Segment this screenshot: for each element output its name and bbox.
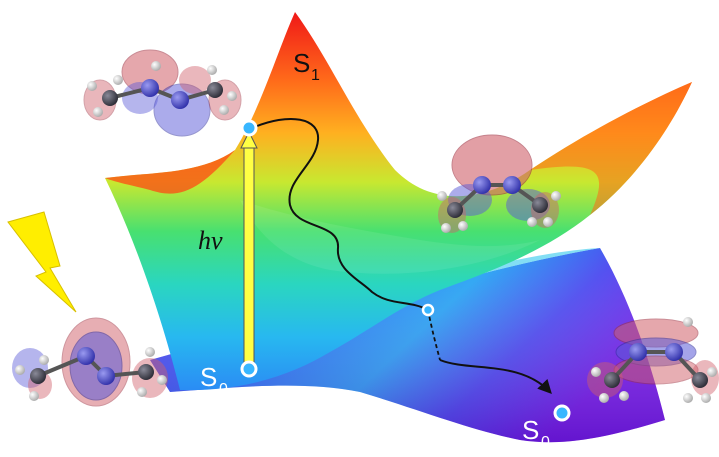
s0-left-label: S 0 [200,362,228,398]
s0-surface [150,248,665,443]
s0-product-dot [553,404,571,422]
s0-right-label: S 0 [522,415,550,451]
s1-label-main: S [293,48,310,78]
relaxation-path [251,117,429,311]
relaxation-arrow [439,359,552,395]
s1-label-sub: 1 [311,67,320,84]
s1-franck-condon-dot [240,119,258,137]
s0-start-dot [240,360,258,378]
hv-label: hν [198,226,223,255]
s1-label: S 1 [293,48,320,84]
molecule-bottom-left [12,317,168,407]
s0-left-label-sub: 0 [219,381,228,398]
lightning-icon [7,211,77,313]
s0-right-label-main: S [522,415,539,445]
s0-left-label-main: S [200,362,217,392]
molecule-top-left [83,49,242,137]
molecule-bottom-right [587,317,719,403]
conical-intersection-dot [421,303,435,317]
s0-right-label-sub: 0 [541,434,550,451]
molecule-right-twisted [437,134,561,233]
